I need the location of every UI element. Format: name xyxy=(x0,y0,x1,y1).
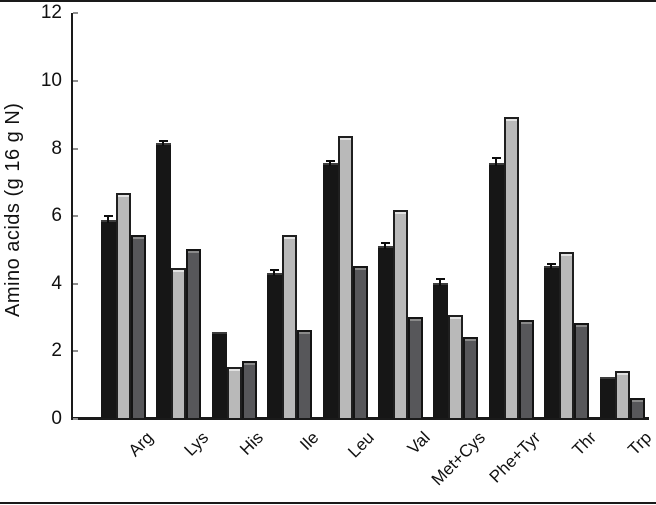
y-tick-mark xyxy=(73,350,78,353)
y-tick-label: 12 xyxy=(40,2,62,24)
y-tick-label: 2 xyxy=(51,340,62,362)
x-tick-label: Ile xyxy=(296,428,323,455)
x-tick-label: His xyxy=(236,428,268,459)
x-tick-label: Met+Cys xyxy=(427,428,489,490)
error-bar-stem xyxy=(107,215,109,223)
bar-series-black xyxy=(323,163,338,418)
bar-series-dark-gray xyxy=(519,320,534,418)
y-tick-mark xyxy=(73,282,78,285)
y-tick-label: 6 xyxy=(51,205,62,227)
bar-series-black xyxy=(267,273,282,418)
x-tick-label: Val xyxy=(403,428,434,458)
error-bar-cap xyxy=(270,269,279,271)
y-axis-line xyxy=(71,13,73,420)
x-tick-label: Phe+Tyr xyxy=(485,428,545,487)
bar-series-dark-gray xyxy=(242,361,257,418)
error-bar-cap xyxy=(436,278,445,280)
bar-series-black xyxy=(600,377,615,418)
bar-series-light-gray xyxy=(559,252,574,418)
y-tick-mark xyxy=(73,147,78,150)
error-bar-cap xyxy=(159,140,168,142)
bar-series-dark-gray xyxy=(131,235,146,418)
bar-series-black xyxy=(156,143,171,418)
bar-series-black xyxy=(489,163,504,418)
bar-series-light-gray xyxy=(227,367,242,418)
error-bar-stem xyxy=(273,269,275,276)
bar-series-dark-gray xyxy=(186,249,201,418)
y-tick-mark xyxy=(73,12,78,15)
x-tick-label: Thr xyxy=(568,428,600,460)
error-bar-stem xyxy=(550,263,552,269)
bar-series-black xyxy=(544,266,559,418)
x-tick-label: Arg xyxy=(124,428,157,461)
bottom-rule-line xyxy=(0,502,656,504)
bar-series-black xyxy=(212,332,227,418)
y-tick-label: 8 xyxy=(51,137,62,159)
x-tick-label: Lys xyxy=(180,428,212,460)
y-tick-mark xyxy=(73,418,78,420)
error-bar-cap xyxy=(326,160,335,162)
error-bar-cap xyxy=(547,263,556,265)
bar-series-black xyxy=(433,283,448,418)
error-bar-stem xyxy=(495,157,497,166)
error-bar-stem xyxy=(329,160,331,166)
x-tick-label: Leu xyxy=(344,428,379,462)
bar-series-dark-gray xyxy=(353,266,368,418)
error-bar-cap xyxy=(492,157,501,159)
bar-series-light-gray xyxy=(448,315,463,418)
bar-series-dark-gray xyxy=(297,330,312,418)
y-tick-label: 10 xyxy=(40,70,62,91)
bar-series-black xyxy=(101,220,116,418)
bar-series-light-gray xyxy=(504,117,519,418)
bar-series-light-gray xyxy=(338,136,353,418)
bar-series-light-gray xyxy=(116,193,131,418)
y-tick-label: 4 xyxy=(51,272,62,294)
x-axis-line xyxy=(71,417,649,420)
bar-series-light-gray xyxy=(171,268,186,418)
y-tick-label: 0 xyxy=(51,408,62,429)
error-bar-stem xyxy=(384,242,386,249)
y-tick-mark xyxy=(73,215,78,218)
bar-series-light-gray xyxy=(615,371,630,418)
bar-series-black xyxy=(378,246,393,418)
error-bar-stem xyxy=(162,140,164,146)
error-bar-stem xyxy=(439,278,441,286)
bar-series-dark-gray xyxy=(463,337,478,418)
top-rule-line xyxy=(0,0,656,2)
error-bar-cap xyxy=(104,215,113,217)
x-tick-label: Trp xyxy=(624,428,656,460)
error-bar-cap xyxy=(381,242,390,244)
y-tick-mark xyxy=(73,80,78,82)
bar-series-light-gray xyxy=(393,210,408,418)
bar-series-dark-gray xyxy=(630,398,645,418)
bar-series-dark-gray xyxy=(574,323,589,418)
bar-series-dark-gray xyxy=(408,317,423,418)
bar-series-light-gray xyxy=(282,235,297,418)
